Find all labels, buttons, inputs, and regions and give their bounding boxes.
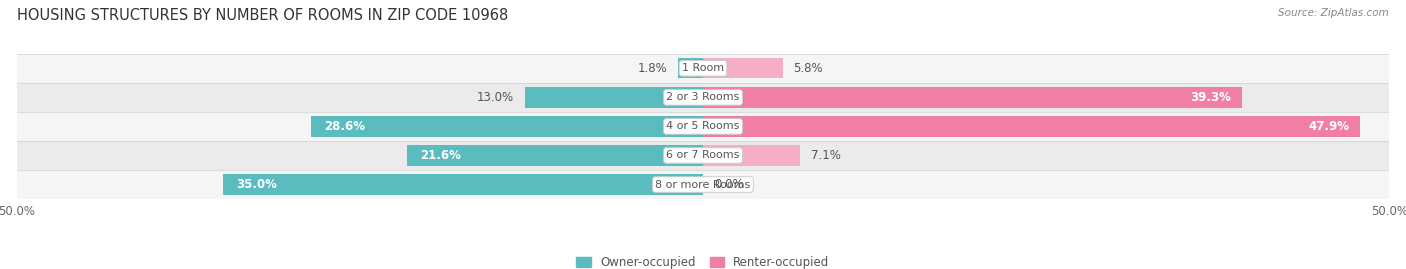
- Text: 5.8%: 5.8%: [793, 62, 823, 75]
- Bar: [17, 83, 1389, 112]
- Bar: [678, 58, 703, 79]
- Text: 21.6%: 21.6%: [420, 149, 461, 162]
- Text: 2 or 3 Rooms: 2 or 3 Rooms: [666, 92, 740, 102]
- Text: HOUSING STRUCTURES BY NUMBER OF ROOMS IN ZIP CODE 10968: HOUSING STRUCTURES BY NUMBER OF ROOMS IN…: [17, 8, 508, 23]
- Bar: [17, 54, 1389, 83]
- Bar: [311, 116, 703, 137]
- Text: 1.8%: 1.8%: [637, 62, 668, 75]
- Legend: Owner-occupied, Renter-occupied: Owner-occupied, Renter-occupied: [576, 256, 830, 269]
- Text: 7.1%: 7.1%: [811, 149, 841, 162]
- Bar: [17, 141, 1389, 170]
- Bar: [703, 58, 783, 79]
- Text: 28.6%: 28.6%: [325, 120, 366, 133]
- Text: Source: ZipAtlas.com: Source: ZipAtlas.com: [1278, 8, 1389, 18]
- Bar: [703, 116, 1361, 137]
- Bar: [703, 87, 1243, 108]
- Bar: [524, 87, 703, 108]
- Text: 47.9%: 47.9%: [1309, 120, 1350, 133]
- Bar: [703, 145, 800, 166]
- Text: 8 or more Rooms: 8 or more Rooms: [655, 179, 751, 190]
- Bar: [17, 170, 1389, 199]
- Text: 4 or 5 Rooms: 4 or 5 Rooms: [666, 121, 740, 132]
- Bar: [222, 174, 703, 195]
- Text: 6 or 7 Rooms: 6 or 7 Rooms: [666, 150, 740, 161]
- Text: 0.0%: 0.0%: [714, 178, 744, 191]
- Bar: [406, 145, 703, 166]
- Text: 13.0%: 13.0%: [477, 91, 513, 104]
- Text: 35.0%: 35.0%: [236, 178, 277, 191]
- Text: 1 Room: 1 Room: [682, 63, 724, 73]
- Bar: [17, 112, 1389, 141]
- Text: 39.3%: 39.3%: [1191, 91, 1232, 104]
